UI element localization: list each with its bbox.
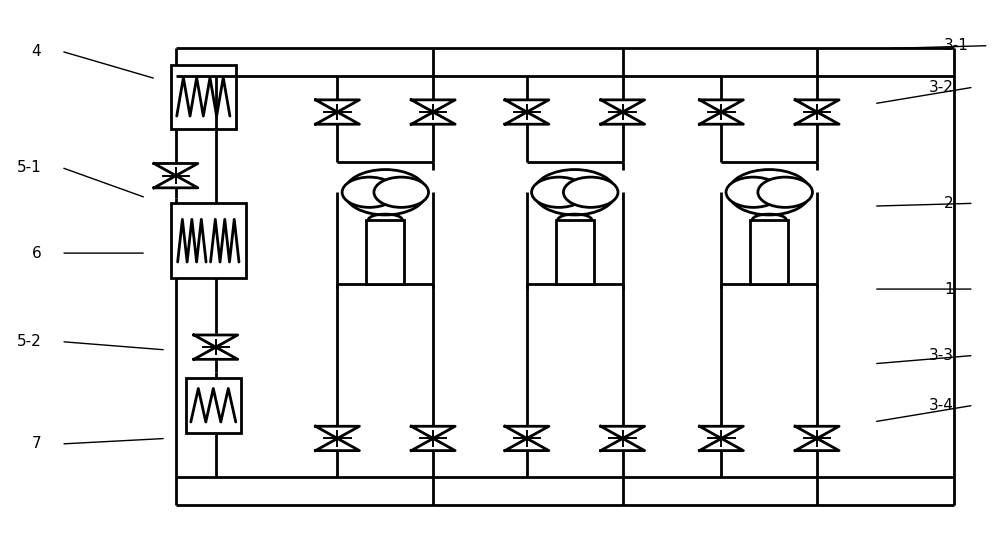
Circle shape [758,177,812,207]
Polygon shape [316,100,359,112]
Bar [171,203,246,278]
Polygon shape [194,335,238,347]
Circle shape [726,177,781,207]
Circle shape [534,170,616,215]
Text: 4: 4 [32,44,41,59]
Text: 3-3: 3-3 [929,348,954,363]
Circle shape [374,177,429,207]
Text: 7: 7 [32,436,41,451]
Circle shape [344,170,426,215]
Polygon shape [795,439,839,450]
Polygon shape [154,176,198,188]
Polygon shape [505,426,549,439]
Polygon shape [411,112,455,124]
Polygon shape [795,112,839,124]
Polygon shape [505,439,549,450]
Polygon shape [411,426,455,439]
Polygon shape [699,100,743,112]
Text: 3-1: 3-1 [944,38,969,53]
Polygon shape [601,112,645,124]
Polygon shape [316,439,359,450]
Text: 6: 6 [32,246,41,261]
Text: 1: 1 [944,281,954,296]
Circle shape [728,170,810,215]
Text: 5-1: 5-1 [17,160,41,175]
Polygon shape [411,100,455,112]
Polygon shape [505,112,549,124]
Polygon shape [601,100,645,112]
Text: 3-2: 3-2 [929,80,954,95]
Text: 5-2: 5-2 [17,334,41,349]
Bar [366,220,404,284]
Bar [171,65,236,128]
Polygon shape [316,426,359,439]
Polygon shape [699,112,743,124]
Polygon shape [194,347,238,359]
Polygon shape [699,426,743,439]
Bar [186,378,241,433]
Bar [750,220,788,284]
Polygon shape [316,112,359,124]
Circle shape [342,177,397,207]
Polygon shape [505,100,549,112]
Bar [556,220,594,284]
Text: 2: 2 [944,196,954,211]
Polygon shape [601,426,645,439]
Polygon shape [601,439,645,450]
Polygon shape [411,439,455,450]
Circle shape [532,177,586,207]
Text: 3-4: 3-4 [929,398,954,413]
Polygon shape [795,100,839,112]
Polygon shape [699,439,743,450]
Polygon shape [795,426,839,439]
Polygon shape [154,163,198,176]
Circle shape [563,177,618,207]
